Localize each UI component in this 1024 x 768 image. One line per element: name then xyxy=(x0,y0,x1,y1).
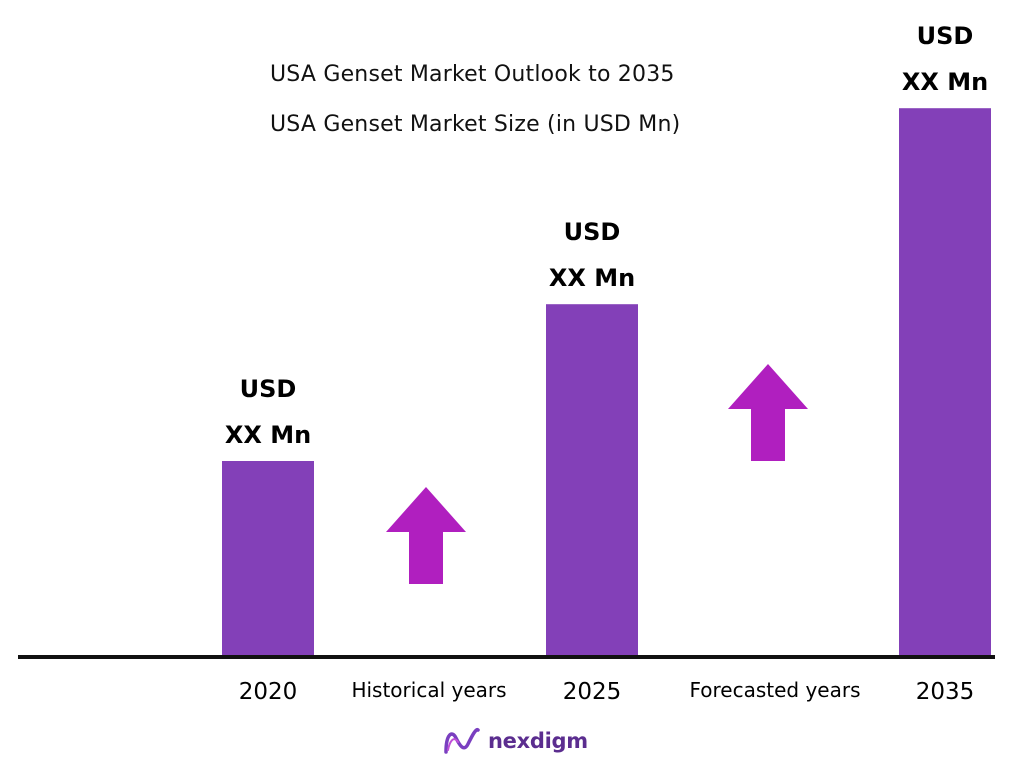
period-label-forecasted: Forecasted years xyxy=(689,678,860,702)
bar-value-label-2020-line2: XX Mn xyxy=(225,421,311,449)
growth-arrow-forecasted xyxy=(728,364,808,461)
x-tick-label-2025: 2025 xyxy=(563,679,622,705)
bar-2020 xyxy=(222,461,314,657)
bar-value-label-2025-line1: USD xyxy=(564,218,621,246)
chart-subtitle: USA Genset Market Size (in USD Mn) xyxy=(270,112,681,137)
chart-title: USA Genset Market Outlook to 2035 xyxy=(270,62,675,87)
x-tick-label-2020: 2020 xyxy=(239,679,298,705)
nexdigm-logo-icon xyxy=(444,727,480,754)
nexdigm-logo: nexdigm xyxy=(442,726,588,756)
growth-arrow-historical xyxy=(386,487,466,584)
period-label-historical: Historical years xyxy=(351,678,506,702)
bar-2025 xyxy=(546,304,638,657)
bar-value-label-2035-line2: XX Mn xyxy=(902,68,988,96)
bar-2035 xyxy=(899,108,991,657)
bar-value-label-2020-line1: USD xyxy=(240,375,297,403)
bar-value-label-2035-line1: USD xyxy=(917,22,974,50)
x-tick-label-2035: 2035 xyxy=(916,679,975,705)
nexdigm-logo-text: nexdigm xyxy=(488,729,588,753)
bar-value-label-2025-line2: XX Mn xyxy=(549,264,635,292)
